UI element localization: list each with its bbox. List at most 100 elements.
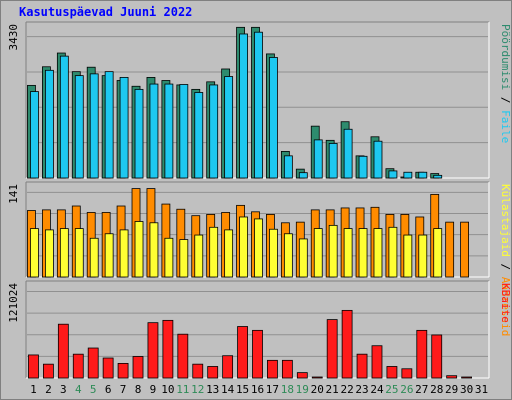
x-tick-label: 3 [60,383,67,396]
x-tick-label: 6 [105,383,112,396]
bar-hits_files-faile [179,84,189,179]
bar-kbytes [281,359,293,379]
bar-kbytes [416,329,428,379]
bar-kbytes [237,326,248,379]
x-tick-label: 27 [415,383,428,396]
x-tick-label: 12 [191,383,204,396]
bar-sites_visits-külastajaid [89,237,99,278]
x-tick-label: 8 [135,383,142,396]
panels: 3430 Pöördumisi / Faile 141 Külastajaid / A… [7,21,512,379]
x-tick-label: 29 [445,383,458,396]
bar-sites_visits-külastajaid [254,218,263,278]
bar-sites_visits-külastajaid [433,228,443,278]
bar-sites_visits-külastajaid [388,226,398,278]
bar-kbytes [192,363,204,379]
x-tick-label: 11 [176,383,189,396]
bar-kbytes [87,347,99,379]
bar-sites_visits-külastajaid [403,234,413,278]
x-tick-label: 13 [206,383,219,396]
x-tick-label: 4 [75,383,82,396]
bar-sites_visits-külastajaid [373,228,383,278]
legend-sites_visits: Külastajaid / Aadressid [499,184,512,336]
bar-hits_files-faile [388,170,398,179]
legend-hits_files: Pöördumisi / Faile [499,24,512,143]
bar-hits_files-faile [224,76,234,179]
bar-sites_visits-aadressid [460,221,469,278]
bar-kbytes [326,319,338,379]
bar-hits_files-faile [433,174,443,179]
bar-sites_visits-külastajaid [209,226,219,278]
bar-sites_visits-külastajaid [59,228,69,278]
x-tick-label: 7 [120,383,127,396]
bar-kbytes [147,322,159,379]
bar-sites_visits-külastajaid [328,224,338,278]
bar-sites_visits-külastajaid [269,228,278,278]
bar-kbytes [341,309,353,379]
bar-kbytes [311,376,323,379]
x-tick-label: 24 [370,383,384,396]
legend-separator: / [499,257,512,277]
bar-sites_visits-külastajaid [224,229,234,278]
bar-hits_files-faile [194,92,204,179]
x-tick-label: 25 [385,383,398,396]
bar-hits_files-faile [269,57,278,179]
bar-kbytes [371,345,383,379]
x-tick-label: 20 [311,383,324,396]
bar-sites_visits-külastajaid [343,228,353,278]
x-tick-label: 2 [45,383,52,396]
y-max-label: 3430 [7,24,20,51]
bar-sites_visits-külastajaid [179,239,189,278]
bar-hits_files-faile [343,128,353,179]
bar-hits_files-faile [119,77,129,179]
bar-sites_visits-külastajaid [74,228,84,278]
bar-hits_files-faile [30,91,39,179]
bar-kbytes [296,372,308,379]
bar-hits_files-faile [328,143,338,179]
x-tick-label: 28 [430,383,443,396]
bar-kbytes [102,357,114,379]
x-tick-label: 16 [251,383,264,396]
bar-hits_files-faile [74,75,84,179]
legend-entry: Aadressid [499,277,512,337]
bar-hits_files-faile [59,55,69,179]
bar-sites_visits-külastajaid [149,222,159,278]
x-tick-label: 5 [90,383,97,396]
bar-kbytes [386,366,398,379]
x-tick-label: 21 [326,383,339,396]
x-axis-labels: 1 2 3 4 5 6 7 8 9 10 11 12 13 14 15 16 17 18 19 20 21 22 23 24 2… [30,383,488,396]
x-tick-label: 10 [161,383,174,396]
x-tick-label: 30 [460,383,473,396]
bar-sites_visits-külastajaid [134,221,144,278]
bar-sites_visits-külastajaid [45,229,54,278]
bar-sites_visits-külastajaid [239,216,248,278]
legend-separator: / [499,90,512,110]
x-tick-label: 14 [221,383,235,396]
legend-entry: Faile [499,110,512,143]
bar-kbytes [162,319,174,379]
bar-kbytes [461,376,472,379]
panel-sites_visits: 141 Külastajaid / Aadressid [7,181,512,336]
x-tick-label: 23 [355,383,368,396]
bar-sites_visits-külastajaid [119,229,129,278]
bar-kbytes [431,334,443,379]
bar-hits_files-faile [373,140,383,179]
bar-hits_files-faile [209,84,219,179]
bar-kbytes [43,363,54,379]
chart-title: Kasutuspäevad Juuni 2022 [19,5,192,19]
x-tick-label: 22 [340,383,353,396]
bar-hits_files-faile [418,171,428,179]
bar-kbytes [28,354,39,379]
x-tick-label: 18 [281,383,294,396]
bar-kbytes [252,329,263,379]
x-tick-label: 15 [236,383,249,396]
y-max-label: 141 [7,184,20,204]
bar-hits_files-faile [239,33,248,179]
y-max-label: 121024 [7,283,20,323]
bar-kbytes [446,375,458,379]
bar-kbytes [132,356,144,379]
bar-sites_visits-külastajaid [358,228,368,278]
legend-entry: Pöördumisi [499,24,512,90]
bar-hits_files-faile [403,171,413,179]
x-tick-label: 31 [475,383,488,396]
